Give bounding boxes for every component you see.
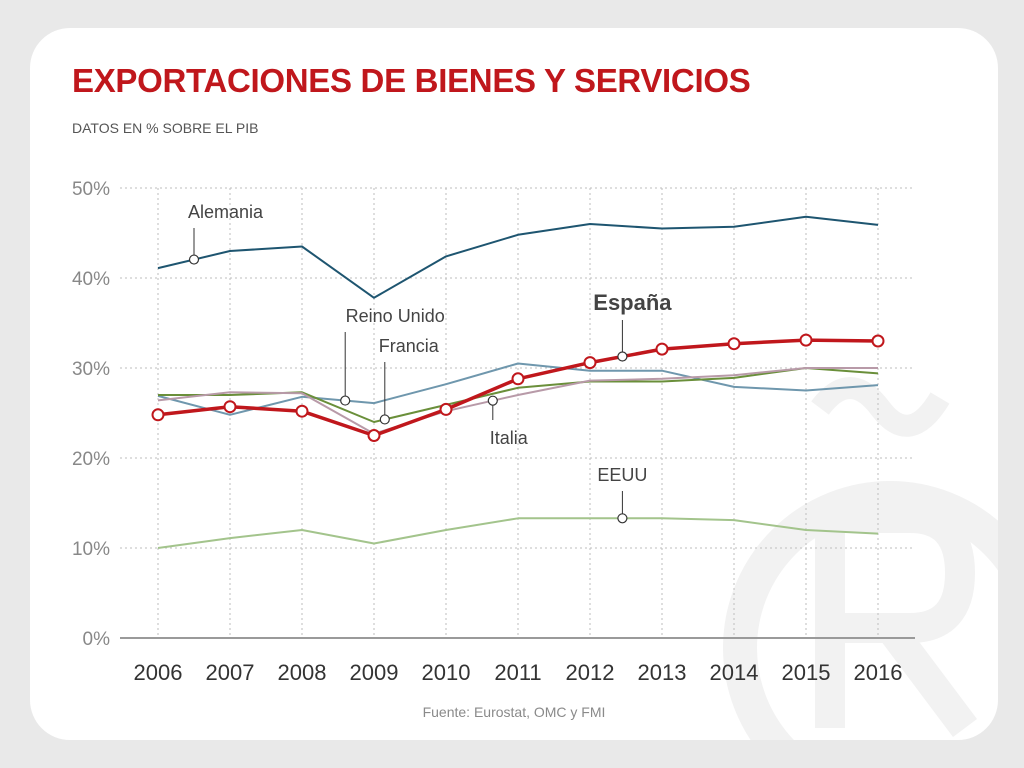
line-chart: 0%10%20%30%40%50% 2006 2007 2008 2009 2010 20…: [72, 179, 998, 740]
x-tick-label: 2015: [782, 660, 831, 685]
y-tick-label: 10%: [72, 539, 110, 560]
y-axis: 0% 10% 20% 30% 40% 50%: [72, 179, 110, 650]
series-line-eeuu: [157, 517, 879, 549]
x-tick-label: 2009: [350, 660, 399, 685]
x-tick-label: 2013: [638, 660, 687, 685]
series-label-italia: Italia: [490, 428, 529, 448]
x-tick-label: 2006: [134, 660, 183, 685]
callout-marker-espana: [617, 351, 628, 362]
watermark-logo: [723, 377, 998, 740]
callout-marker-italia: [487, 395, 498, 406]
series-group: [151, 215, 885, 549]
series-line-italia: [157, 367, 878, 435]
chart-card: EXPORTACIONES DE BIENES Y SERVICIOS DATO…: [30, 28, 998, 740]
chart-title: EXPORTACIONES DE BIENES Y SERVICIOS: [72, 62, 751, 99]
series-line-reino-unido: [157, 362, 879, 416]
y-tick-label: 30%: [72, 359, 110, 380]
x-tick-label: 2007: [206, 660, 255, 685]
data-point-espana: [511, 372, 525, 386]
y-tick-label: 20%: [72, 449, 110, 470]
callout-marker-reino-unido: [340, 395, 351, 406]
callout-marker-francia: [379, 414, 390, 425]
data-point-espana: [439, 402, 453, 416]
x-axis: 2006 2007 2008 2009 2010 2011 2012 2013 2014 2015…: [134, 660, 903, 685]
grid-lines: [120, 187, 915, 639]
series-label-reino-unido: Reino Unido: [346, 306, 445, 326]
data-point-espana: [655, 342, 669, 356]
callout-marker-alemania: [188, 254, 200, 265]
source-note: Fuente: Eurostat, OMC y FMI: [422, 704, 606, 720]
data-point-espana: [583, 356, 597, 370]
series-label-espana: España: [593, 290, 672, 315]
chart-subtitle: DATOS EN % SOBRE EL PIB: [72, 120, 259, 136]
x-tick-label: 2008: [278, 660, 327, 685]
series-labels: Alemania Reino Unido Francia Italia EEUU Espa…: [188, 202, 672, 524]
y-tick-label: 40%: [72, 269, 110, 290]
data-point-espana: [367, 429, 381, 442]
data-point-espana: [295, 404, 309, 418]
x-tick-label: 2011: [494, 660, 541, 685]
x-tick-label: 2014: [710, 660, 759, 685]
series-line-alemania: [157, 215, 879, 299]
y-tick-label: 50%: [72, 179, 110, 200]
x-tick-label: 2016: [854, 660, 903, 685]
data-point-espana: [871, 334, 885, 348]
data-point-espana: [727, 337, 741, 351]
x-tick-label: 2010: [422, 660, 471, 685]
series-label-eeuu: EEUU: [597, 465, 647, 485]
data-point-espana: [151, 408, 165, 422]
series-label-alemania: Alemania: [188, 202, 264, 222]
data-point-espana: [223, 400, 237, 414]
callout-marker-eeuu: [617, 513, 628, 524]
series-label-francia: Francia: [379, 336, 440, 356]
data-point-espana: [799, 333, 813, 347]
x-tick-label: 2012: [566, 660, 615, 685]
y-tick-label: 0%: [83, 629, 111, 650]
